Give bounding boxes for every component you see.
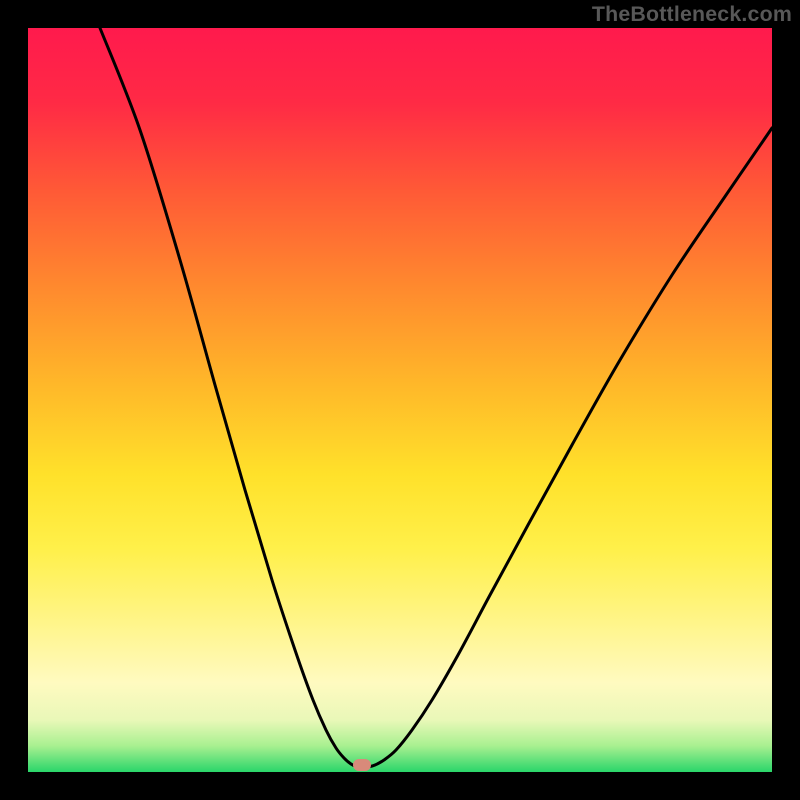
chart-stage: TheBottleneck.com [0,0,800,800]
watermark-text: TheBottleneck.com [592,2,792,27]
bottleneck-chart-svg [0,0,800,800]
plot-background [28,28,772,772]
optimal-point-marker [353,759,371,771]
